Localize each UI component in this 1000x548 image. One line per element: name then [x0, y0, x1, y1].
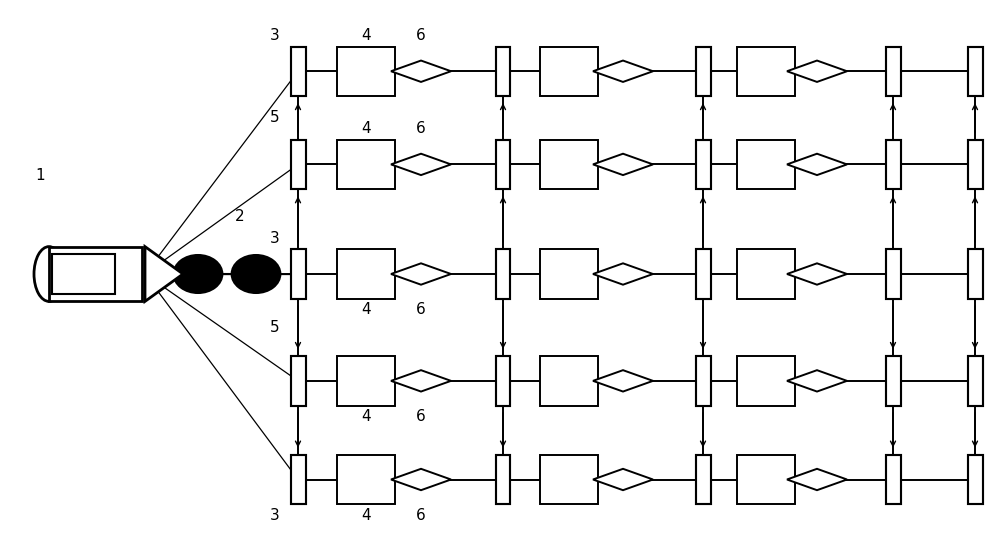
Bar: [337, 455, 395, 504]
Text: 1: 1: [35, 168, 45, 183]
Bar: [540, 140, 598, 189]
Bar: [886, 249, 901, 299]
Text: 3: 3: [270, 231, 280, 246]
Bar: [290, 140, 306, 189]
Polygon shape: [593, 264, 653, 285]
Bar: [52, 254, 115, 294]
Text: 4: 4: [361, 409, 370, 424]
Bar: [968, 47, 982, 96]
Bar: [496, 249, 510, 299]
Bar: [290, 249, 306, 299]
Bar: [540, 249, 598, 299]
Bar: [968, 356, 982, 406]
Bar: [496, 47, 510, 96]
Bar: [337, 140, 395, 189]
Polygon shape: [593, 154, 653, 175]
Ellipse shape: [232, 255, 280, 293]
Text: 6: 6: [416, 302, 426, 317]
Polygon shape: [145, 247, 183, 301]
Polygon shape: [787, 61, 847, 82]
Bar: [968, 140, 982, 189]
Polygon shape: [593, 61, 653, 82]
Text: 6: 6: [416, 28, 426, 43]
Bar: [737, 47, 795, 96]
Text: 4: 4: [361, 507, 370, 523]
Bar: [337, 249, 395, 299]
Text: 5: 5: [270, 320, 280, 335]
Bar: [337, 356, 395, 406]
Text: 6: 6: [416, 507, 426, 523]
Bar: [337, 47, 395, 96]
Text: 4: 4: [361, 28, 370, 43]
Text: 6: 6: [416, 409, 426, 424]
Text: 3: 3: [270, 28, 280, 43]
Text: 4: 4: [361, 302, 370, 317]
Bar: [540, 47, 598, 96]
Bar: [968, 455, 982, 504]
Polygon shape: [593, 370, 653, 391]
Polygon shape: [391, 61, 451, 82]
Bar: [540, 455, 598, 504]
Polygon shape: [787, 154, 847, 175]
Polygon shape: [593, 469, 653, 490]
Text: 3: 3: [270, 507, 280, 523]
Bar: [886, 356, 901, 406]
Polygon shape: [391, 370, 451, 391]
Bar: [696, 47, 710, 96]
Bar: [49, 247, 142, 301]
Bar: [696, 140, 710, 189]
Bar: [737, 249, 795, 299]
Bar: [290, 47, 306, 96]
Bar: [696, 455, 710, 504]
Bar: [540, 356, 598, 406]
Bar: [737, 140, 795, 189]
Bar: [968, 249, 982, 299]
Bar: [696, 356, 710, 406]
Bar: [290, 356, 306, 406]
Text: 5: 5: [270, 110, 280, 125]
Bar: [886, 47, 901, 96]
Text: 6: 6: [416, 121, 426, 136]
Text: 2: 2: [235, 209, 245, 224]
Bar: [886, 455, 901, 504]
Polygon shape: [787, 370, 847, 391]
Bar: [737, 356, 795, 406]
Bar: [496, 455, 510, 504]
Bar: [290, 455, 306, 504]
Polygon shape: [391, 264, 451, 285]
Bar: [496, 356, 510, 406]
Ellipse shape: [174, 255, 222, 293]
Text: 4: 4: [361, 121, 370, 136]
Bar: [886, 140, 901, 189]
Bar: [496, 140, 510, 189]
Polygon shape: [787, 469, 847, 490]
Bar: [737, 455, 795, 504]
Polygon shape: [787, 264, 847, 285]
Bar: [696, 249, 710, 299]
Ellipse shape: [34, 247, 64, 301]
Polygon shape: [391, 154, 451, 175]
Polygon shape: [391, 469, 451, 490]
